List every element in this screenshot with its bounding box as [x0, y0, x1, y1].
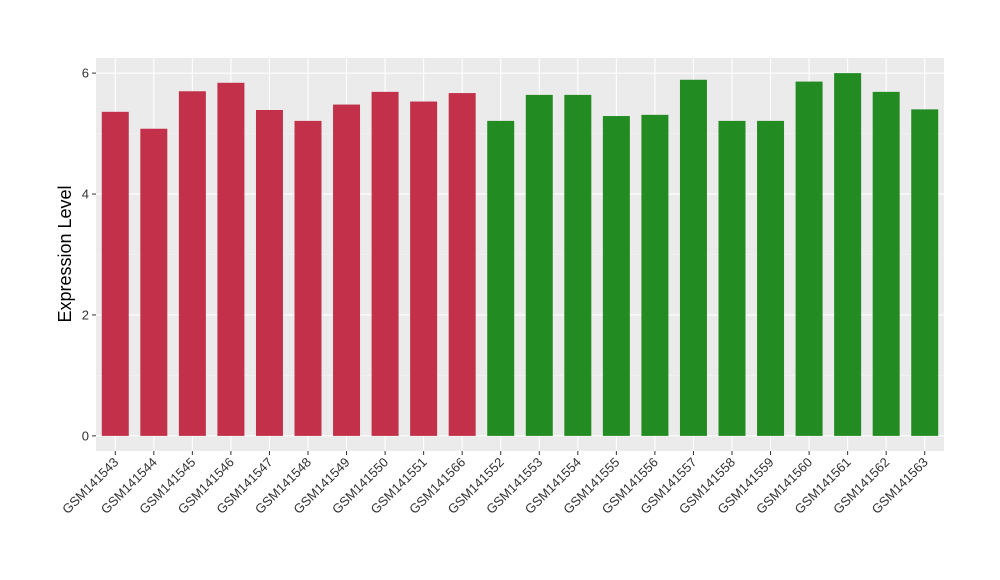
y-tick-label: 2: [82, 307, 89, 322]
bar-GSM141560: [795, 81, 823, 436]
bar-GSM141566: [448, 93, 476, 436]
bar-GSM141555: [602, 116, 630, 436]
bar-GSM141548: [294, 120, 322, 436]
x-axis: GSM141543GSM141544GSM141545GSM141546GSM1…: [59, 451, 931, 517]
bar-GSM141557: [679, 79, 707, 436]
bar-GSM141563: [911, 109, 939, 436]
bar-GSM141543: [101, 111, 129, 436]
bar-GSM141562: [872, 91, 900, 436]
bar-GSM141561: [834, 73, 862, 436]
bar-GSM141554: [564, 94, 592, 436]
y-axis: 0 2 4 6: [82, 66, 96, 443]
bar-GSM141553: [525, 94, 553, 436]
bar-GSM141546: [217, 82, 245, 436]
bar-GSM141545: [178, 91, 206, 436]
bar-GSM141549: [333, 104, 361, 436]
bar-GSM141556: [641, 114, 669, 436]
bar-GSM141547: [255, 109, 283, 436]
y-tick-label: 0: [82, 428, 89, 443]
y-axis-title: Expression Level: [55, 185, 75, 322]
bar-GSM141559: [757, 120, 785, 436]
bars: [101, 73, 939, 436]
bar-GSM141558: [718, 120, 746, 436]
y-tick-label: 4: [82, 187, 89, 202]
bar-GSM141551: [410, 101, 438, 436]
y-tick-label: 6: [82, 66, 89, 81]
bar-GSM141552: [487, 120, 515, 436]
bar-GSM141544: [140, 128, 168, 436]
bar-GSM141550: [371, 91, 399, 436]
